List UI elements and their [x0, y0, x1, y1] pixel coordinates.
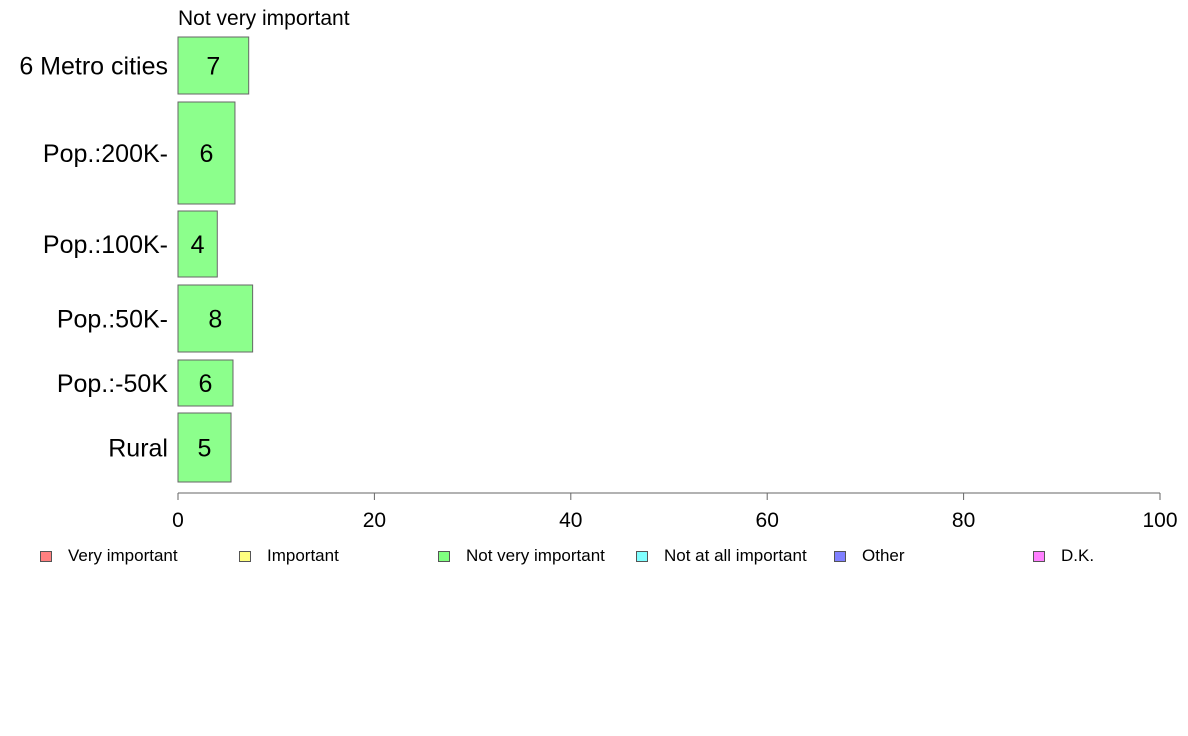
legend-label: Important: [267, 546, 339, 565]
bar: [177, 412, 232, 483]
legend-swatch: [636, 550, 648, 562]
legend-item: Very important: [40, 546, 178, 566]
x-tick-label: 40: [559, 509, 582, 532]
x-tick-label: 100: [1142, 509, 1177, 532]
category-label: Pop.:100K-: [43, 231, 168, 259]
legend: Very important Important Not very importan…: [0, 546, 1188, 570]
legend-item: Not very important: [438, 546, 605, 566]
legend-label: Not very important: [466, 546, 605, 565]
bar: [177, 359, 234, 407]
legend-item: Important: [239, 546, 339, 566]
legend-item: Not at all important: [636, 546, 807, 566]
legend-label: D.K.: [1061, 546, 1095, 565]
bar: [177, 36, 250, 95]
legend-swatch: [1033, 550, 1045, 562]
x-tick-label: 80: [952, 509, 975, 532]
bar: [177, 101, 236, 205]
chart-title: Not very important: [178, 7, 350, 30]
legend-swatch: [438, 550, 450, 562]
x-tick-label: 20: [363, 509, 386, 532]
data-label: 7: [206, 53, 220, 81]
bar: [177, 210, 218, 278]
x-axis: 0 20 40 60 80 100: [172, 492, 1178, 532]
legend-label: Other: [862, 546, 905, 565]
data-label: 6: [200, 140, 214, 168]
x-tick-label: 60: [756, 509, 779, 532]
bar: [177, 284, 254, 353]
bars-group: 6 Metro cities 7 Pop.:200K- 6 Pop.:100K- 4 Pop…: [19, 36, 254, 483]
data-label: 8: [208, 306, 222, 334]
category-label: 6 Metro cities: [19, 53, 168, 81]
legend-label: Not at all important: [664, 546, 807, 565]
data-label: 4: [191, 231, 205, 259]
category-label: Pop.:50K-: [57, 306, 168, 334]
data-label: 6: [199, 370, 213, 398]
x-tick-label: 0: [172, 509, 184, 532]
legend-swatch: [40, 550, 52, 562]
legend-swatch: [834, 550, 846, 562]
legend-swatch: [239, 550, 251, 562]
data-label: 5: [198, 435, 212, 463]
category-label: Pop.:200K-: [43, 140, 168, 168]
category-label: Pop.:-50K: [57, 370, 169, 398]
legend-item: D.K.: [1033, 546, 1094, 566]
legend-item: Other: [834, 546, 905, 566]
category-label: Rural: [108, 435, 168, 463]
legend-label: Very important: [68, 546, 178, 565]
